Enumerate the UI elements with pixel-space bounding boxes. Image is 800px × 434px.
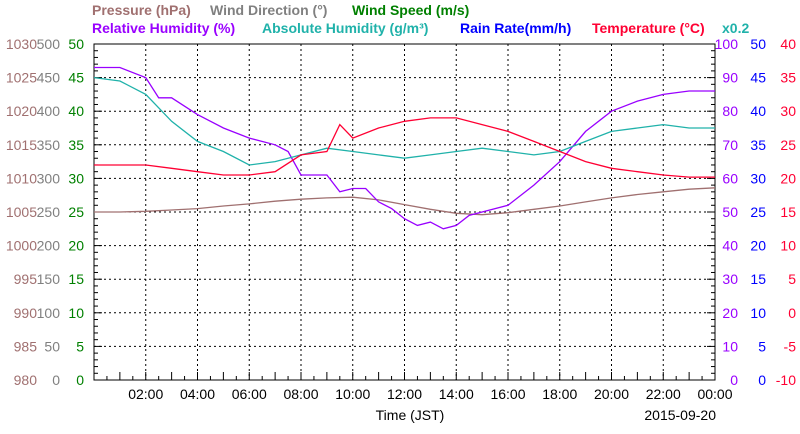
x-tick-label: 12:00 [387, 386, 422, 402]
x-axis-ticks: 02:00 04:00 06:00 08:00 10:00 12:00 14:00 16:00… [93, 372, 733, 402]
x-tick-label: 14:00 [439, 386, 474, 402]
y-tick-label-pressure: 1030 [6, 36, 37, 52]
y-tick-label-relative-humidity: 80 [722, 103, 738, 119]
x-tick-label: 20:00 [594, 386, 629, 402]
y-tick-label-pressure: 980 [14, 372, 38, 388]
y-tick-label-pressure: 1000 [6, 238, 37, 254]
y-tick-label-pressure: 990 [14, 305, 38, 321]
y-tick-label-pressure: 995 [14, 271, 38, 287]
y-tick-label-relative-humidity: 60 [722, 170, 738, 186]
y-tick-label-temperature: 15 [780, 204, 796, 220]
y-tick-label-temperature: 20 [780, 170, 796, 186]
legend-rain-rate: Rain Rate(mm/h) [460, 20, 571, 36]
y-tick-label-temperature: -5 [784, 338, 797, 354]
y-tick-label-rain-rate: 50 [750, 36, 766, 52]
x-tick-label: 18:00 [542, 386, 577, 402]
y-tick-label-relative-humidity: 20 [722, 305, 738, 321]
y-tick-label-wind-speed: 15 [68, 271, 84, 287]
y-tick-label-temperature: 35 [780, 70, 796, 86]
y-tick-label-wind-speed: 40 [68, 103, 84, 119]
y-tick-label-temperature: 5 [788, 271, 796, 287]
y-tick-label-pressure: 985 [14, 338, 38, 354]
y-tick-label-temperature: 40 [780, 36, 796, 52]
series-pressure-hpa [94, 187, 716, 216]
y-tick-label-relative-humidity: 10 [722, 338, 738, 354]
legend-pressure: Pressure (hPa) [92, 2, 191, 18]
y-tick-label-pressure: 1020 [6, 103, 37, 119]
y-tick-label-pressure: 1025 [6, 70, 37, 86]
y-tick-label-relative-humidity: 100 [715, 36, 739, 52]
y-tick-label-wind-speed: 10 [68, 305, 84, 321]
x-tick-label: 00:00 [697, 386, 732, 402]
y-tick-label-wind-direction: 150 [37, 271, 61, 287]
y-tick-label-relative-humidity: 30 [722, 271, 738, 287]
y-tick-label-temperature: 30 [780, 103, 796, 119]
y-tick-label-relative-humidity: 40 [722, 238, 738, 254]
x-tick-label: 10:00 [335, 386, 370, 402]
x-axis-label: Time (JST) [376, 407, 445, 423]
y-tick-label-wind-direction: 50 [44, 338, 60, 354]
y-tick-label-temperature: -10 [776, 372, 796, 388]
x-tick-label: 22:00 [646, 386, 681, 402]
x-tick-label: 06:00 [232, 386, 267, 402]
y-tick-label-wind-speed: 5 [76, 338, 84, 354]
y-tick-label-wind-direction: 250 [37, 204, 61, 220]
legend-absolute-humidity: Absolute Humidity (g/m³) [262, 20, 428, 36]
y-tick-label-temperature: 0 [788, 305, 796, 321]
y-tick-label-pressure: 1005 [6, 204, 37, 220]
y-tick-label-relative-humidity: 70 [722, 137, 738, 153]
grid [94, 44, 715, 380]
y-tick-label-relative-humidity: 0 [730, 372, 738, 388]
y-tick-label-rain-rate: 25 [750, 204, 766, 220]
y-tick-label-wind-direction: 450 [37, 70, 61, 86]
series-absolute-humidity-g-m [93, 76, 715, 166]
x-tick-label: 08:00 [283, 386, 318, 402]
y-tick-label-wind-direction: 400 [37, 103, 61, 119]
y-tick-label-wind-speed: 0 [76, 372, 84, 388]
y-tick-label-wind-direction: 500 [37, 36, 61, 52]
legend-wind-speed: Wind Speed (m/s) [352, 2, 469, 18]
series-temperature-c [94, 117, 715, 178]
y-tick-label-rain-rate: 0 [758, 372, 766, 388]
legend-wind-direction: Wind Direction (°) [210, 2, 327, 18]
y-tick-label-rain-rate: 35 [750, 137, 766, 153]
y-tick-label-wind-direction: 300 [37, 170, 61, 186]
y-tick-label-rain-rate: 20 [750, 238, 766, 254]
y-tick-label-wind-speed: 20 [68, 238, 84, 254]
y-tick-label-pressure: 1010 [6, 170, 37, 186]
y-tick-label-rain-rate: 15 [750, 271, 766, 287]
y-tick-label-wind-speed: 25 [68, 204, 84, 220]
y-axes: 9809859909951000100510101015102010251030… [6, 36, 796, 388]
chart-date: 2015-09-20 [644, 407, 716, 423]
legend-relative-humidity: Relative Humidity (%) [92, 20, 235, 36]
y-tick-label-rain-rate: 10 [750, 305, 766, 321]
y-tick-label-relative-humidity: 50 [722, 204, 738, 220]
y-tick-label-relative-humidity: 90 [722, 70, 738, 86]
series-lines [93, 66, 716, 230]
x-tick-label: 04:00 [180, 386, 215, 402]
legend-temperature: Temperature (°C) [592, 20, 705, 36]
y-tick-label-rain-rate: 5 [758, 338, 766, 354]
y-tick-label-temperature: 25 [780, 137, 796, 153]
y-tick-label-wind-speed: 30 [68, 170, 84, 186]
y-tick-label-wind-direction: 100 [37, 305, 61, 321]
y-tick-label-pressure: 1015 [6, 137, 37, 153]
legend-multiplier: x0.2 [722, 20, 749, 36]
y-tick-label-temperature: 10 [780, 238, 796, 254]
y-tick-label-rain-rate: 40 [750, 103, 766, 119]
y-tick-label-rain-rate: 45 [750, 70, 766, 86]
x-tick-label: 16:00 [490, 386, 525, 402]
y-tick-label-wind-direction: 200 [37, 238, 61, 254]
y-tick-label-rain-rate: 30 [750, 170, 766, 186]
y-tick-label-wind-speed: 35 [68, 137, 84, 153]
y-tick-label-wind-speed: 50 [68, 36, 84, 52]
x-tick-label: 02:00 [128, 386, 163, 402]
y-tick-label-wind-direction: 350 [37, 137, 61, 153]
y-tick-label-wind-direction: 0 [52, 372, 60, 388]
y-tick-label-wind-speed: 45 [68, 70, 84, 86]
